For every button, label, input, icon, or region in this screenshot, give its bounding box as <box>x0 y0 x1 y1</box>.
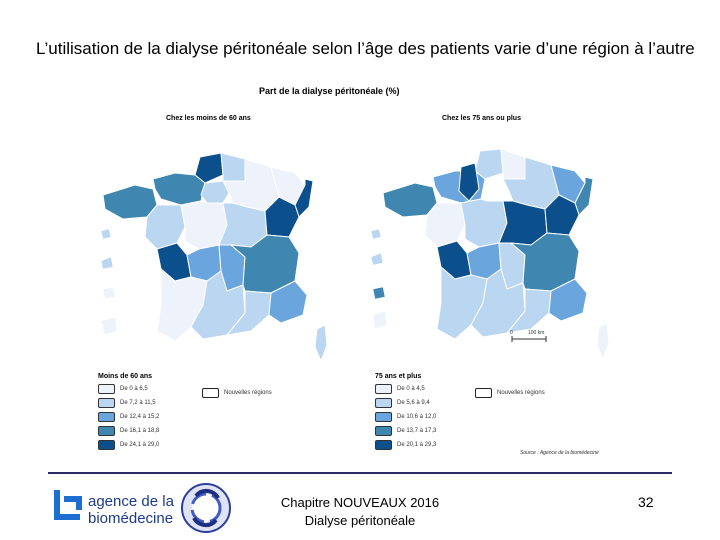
source-note: Source : Agence de la biomédecine <box>520 450 599 456</box>
scale-label-100km: 100 km <box>528 330 544 336</box>
map-panel-title-under-60: Chez les moins de 60 ans <box>166 115 251 122</box>
legend-swatch <box>98 426 115 436</box>
new-regions-label: Nouvelles régions <box>224 390 272 396</box>
footer-chapter: Chapitre NOUVEAUX 2016 Dialyse péritonéa… <box>270 494 450 530</box>
new-regions-swatch <box>202 388 219 398</box>
logo-line-2: biomédecine <box>88 510 174 527</box>
scale-label-0: 0 <box>510 330 513 336</box>
legend-item: De 10,6 à 12,0 <box>375 412 436 422</box>
legend-swatch <box>375 426 392 436</box>
region-pays-de-loire <box>424 202 466 248</box>
region-nord <box>194 152 224 184</box>
legend-label: De 0 à 4,5 <box>397 386 425 392</box>
legend-label: De 5,6 à 9,4 <box>397 400 430 406</box>
legend-title-under-60: Moins de 60 ans <box>98 373 153 380</box>
legend-item: De 13,7 à 17,3 <box>375 426 436 436</box>
region-picardie <box>220 152 246 182</box>
legend-item: De 5,6 à 9,4 <box>375 398 430 408</box>
map-75-plus: 0 100 km <box>370 148 610 360</box>
logo-line-1: agence de la <box>88 493 174 510</box>
legend-swatch <box>375 384 392 394</box>
legend-swatch <box>98 398 115 408</box>
region-corse <box>596 322 610 360</box>
legend-label: De 0 à 6,5 <box>120 386 148 392</box>
figure-title: Part de la dialyse péritonéale (%) <box>259 86 400 96</box>
legend-item: De 7,2 à 11,5 <box>98 398 156 408</box>
footer-chapter-line-1: Chapitre NOUVEAUX 2016 <box>280 495 440 510</box>
overseas-departments <box>100 228 118 336</box>
region-pays-de-loire <box>144 204 186 250</box>
region-picardie <box>500 148 526 180</box>
legend-swatch <box>375 412 392 422</box>
legend-swatch <box>98 384 115 394</box>
new-regions-label: Nouvelles régions <box>497 390 545 396</box>
legend-label: De 12,4 à 15,2 <box>120 414 160 420</box>
legend-item: De 0 à 6,5 <box>98 384 148 394</box>
region-normandie <box>152 172 206 206</box>
page-number: 32 <box>638 494 654 510</box>
region-bretagne <box>102 184 158 220</box>
legend-title-75-plus: 75 ans et plus <box>375 373 422 380</box>
legend-swatch <box>375 398 392 408</box>
legend-swatch <box>98 440 115 450</box>
legend-label: De 10,6 à 12,0 <box>397 414 437 420</box>
legend-item: De 12,4 à 15,2 <box>98 412 159 422</box>
legend-item: De 20,1 à 29,3 <box>375 440 436 450</box>
legend-new-regions-right: Nouvelles régions <box>475 388 545 398</box>
legend-label: De 16,1 à 18,8 <box>120 428 160 434</box>
agence-logo-text: agence de la biomédecine <box>88 493 174 527</box>
footer-divider <box>48 472 672 474</box>
legend-item: De 24,1 à 29,0 <box>98 440 159 450</box>
overseas-departments <box>370 228 388 330</box>
slide-title: L’utilisation de la dialyse péritonéale … <box>36 39 695 58</box>
legend-label: De 24,1 à 29,0 <box>120 442 160 448</box>
region-paca <box>268 280 308 324</box>
new-regions-swatch <box>475 388 492 398</box>
region-corse <box>314 324 328 362</box>
legend-label: De 20,1 à 29,3 <box>397 442 437 448</box>
map-panel-title-75-plus: Chez les 75 ans ou plus <box>442 115 521 122</box>
region-idf <box>458 162 480 202</box>
legend-item: De 16,1 à 18,8 <box>98 426 159 436</box>
legend-label: De 7,2 à 11,5 <box>120 400 156 406</box>
legend-item: De 0 à 4,5 <box>375 384 425 394</box>
legend-swatch <box>98 412 115 422</box>
legend-swatch <box>375 440 392 450</box>
legend-label: De 13,7 à 17,3 <box>397 428 437 434</box>
region-paca <box>548 278 588 322</box>
map-under-60 <box>100 152 328 362</box>
agence-logo-icon <box>54 490 82 520</box>
region-bretagne <box>382 182 438 218</box>
legend-new-regions-left: Nouvelles régions <box>202 388 272 398</box>
dialysis-emblem-icon <box>181 483 231 533</box>
footer-chapter-line-2: Dialyse péritonéale <box>304 513 416 528</box>
scale-bar: 0 100 km <box>510 330 547 342</box>
